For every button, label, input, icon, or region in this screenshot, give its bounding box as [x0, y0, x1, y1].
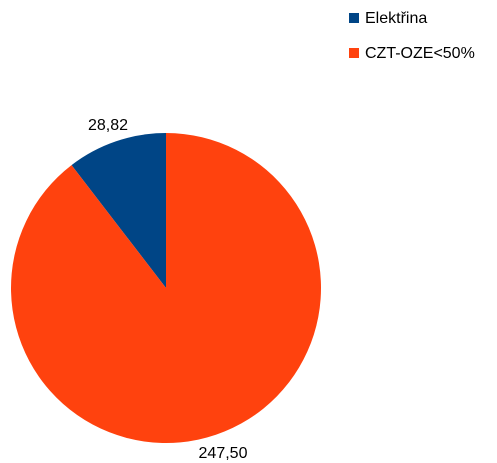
data-label-elektrina: 28,82 — [88, 117, 128, 134]
pie-slices — [11, 133, 322, 443]
data-labels: 28,82 247,50 — [88, 117, 248, 462]
legend-item-elektrina: Elektřina — [349, 10, 427, 27]
legend-swatch-czt-oze — [349, 48, 359, 58]
legend-label-elektrina: Elektřina — [365, 10, 427, 27]
pie-slice-elektrina — [71, 133, 166, 288]
legend: Elektřina CZT-OZE<50% — [349, 10, 475, 62]
legend-swatch-elektrina — [349, 13, 359, 23]
legend-item-czt-oze: CZT-OZE<50% — [349, 45, 475, 62]
legend-label-czt-oze: CZT-OZE<50% — [365, 45, 475, 62]
pie-slice-czt-oze — [11, 133, 322, 443]
data-label-czt-oze: 247,50 — [199, 445, 248, 462]
